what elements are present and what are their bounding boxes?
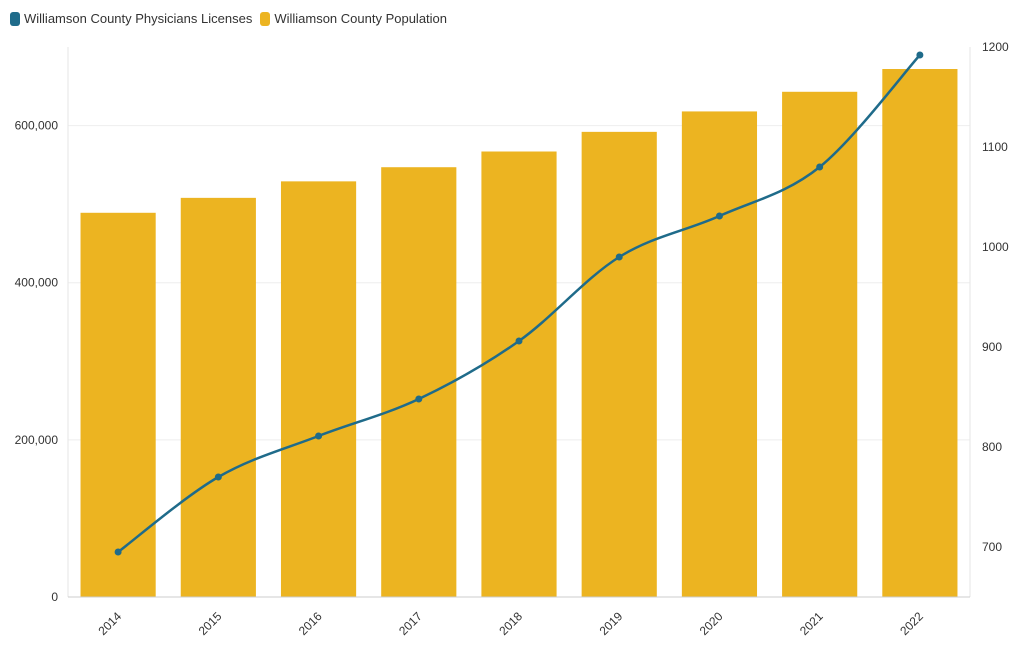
bar-2016 bbox=[280, 181, 357, 597]
line-point-2014 bbox=[114, 548, 122, 556]
line-point-2019 bbox=[615, 253, 623, 261]
bar-2018 bbox=[481, 151, 557, 597]
legend-swatch-population bbox=[260, 11, 271, 26]
bar-2015 bbox=[180, 197, 256, 597]
legend-item-physicians[interactable]: Williamson County Physicians Licenses bbox=[10, 11, 252, 26]
x-tick-label-2015: 2015 bbox=[196, 609, 225, 638]
bar-2019 bbox=[581, 131, 657, 597]
bar-2014 bbox=[80, 212, 156, 598]
line-series-physicians bbox=[114, 51, 924, 556]
x-tick-label-2016: 2016 bbox=[296, 609, 325, 638]
x-tick-label-2018: 2018 bbox=[496, 609, 525, 638]
right-tick-label-0: 700 bbox=[982, 540, 1002, 554]
legend-label-population: Williamson County Population bbox=[274, 11, 448, 26]
bar-2021 bbox=[782, 91, 858, 598]
legend-label-physicians: Williamson County Physicians Licenses bbox=[24, 11, 253, 26]
line-point-2017 bbox=[415, 395, 423, 403]
line-point-2021 bbox=[816, 163, 824, 171]
line-point-2016 bbox=[315, 432, 323, 440]
x-tick-label-2017: 2017 bbox=[396, 609, 425, 638]
x-tick-label-2019: 2019 bbox=[597, 609, 626, 638]
bar-2020 bbox=[681, 111, 758, 597]
bar-series-population bbox=[80, 69, 958, 598]
x-tick-label-2022: 2022 bbox=[897, 609, 926, 638]
axes bbox=[67, 47, 971, 598]
right-tick-label-1: 800 bbox=[982, 440, 1002, 454]
bar-2017 bbox=[381, 167, 457, 597]
right-tick-label-5: 1200 bbox=[982, 40, 1009, 54]
left-tick-label-3: 600,000 bbox=[15, 119, 59, 133]
left-tick-label-1: 200,000 bbox=[15, 433, 59, 447]
chart-legend: Williamson County Physicians Licenses Wi… bbox=[10, 11, 447, 26]
legend-item-population[interactable]: Williamson County Population bbox=[260, 11, 447, 26]
x-tick-label-2021: 2021 bbox=[797, 609, 826, 638]
x-tick-label-2020: 2020 bbox=[697, 609, 726, 638]
left-tick-label-2: 400,000 bbox=[15, 276, 59, 290]
right-tick-label-2: 900 bbox=[982, 340, 1002, 354]
line-point-2015 bbox=[214, 473, 222, 481]
right-tick-label-3: 1000 bbox=[982, 240, 1009, 254]
line-point-2022 bbox=[916, 51, 924, 59]
right-tick-label-4: 1100 bbox=[982, 140, 1008, 154]
bar-2022 bbox=[882, 69, 958, 597]
line-point-2020 bbox=[715, 212, 723, 220]
left-tick-label-0: 0 bbox=[51, 590, 58, 604]
x-tick-label-2014: 2014 bbox=[95, 609, 124, 638]
line-point-2018 bbox=[515, 337, 523, 345]
legend-swatch-physicians bbox=[10, 11, 20, 26]
